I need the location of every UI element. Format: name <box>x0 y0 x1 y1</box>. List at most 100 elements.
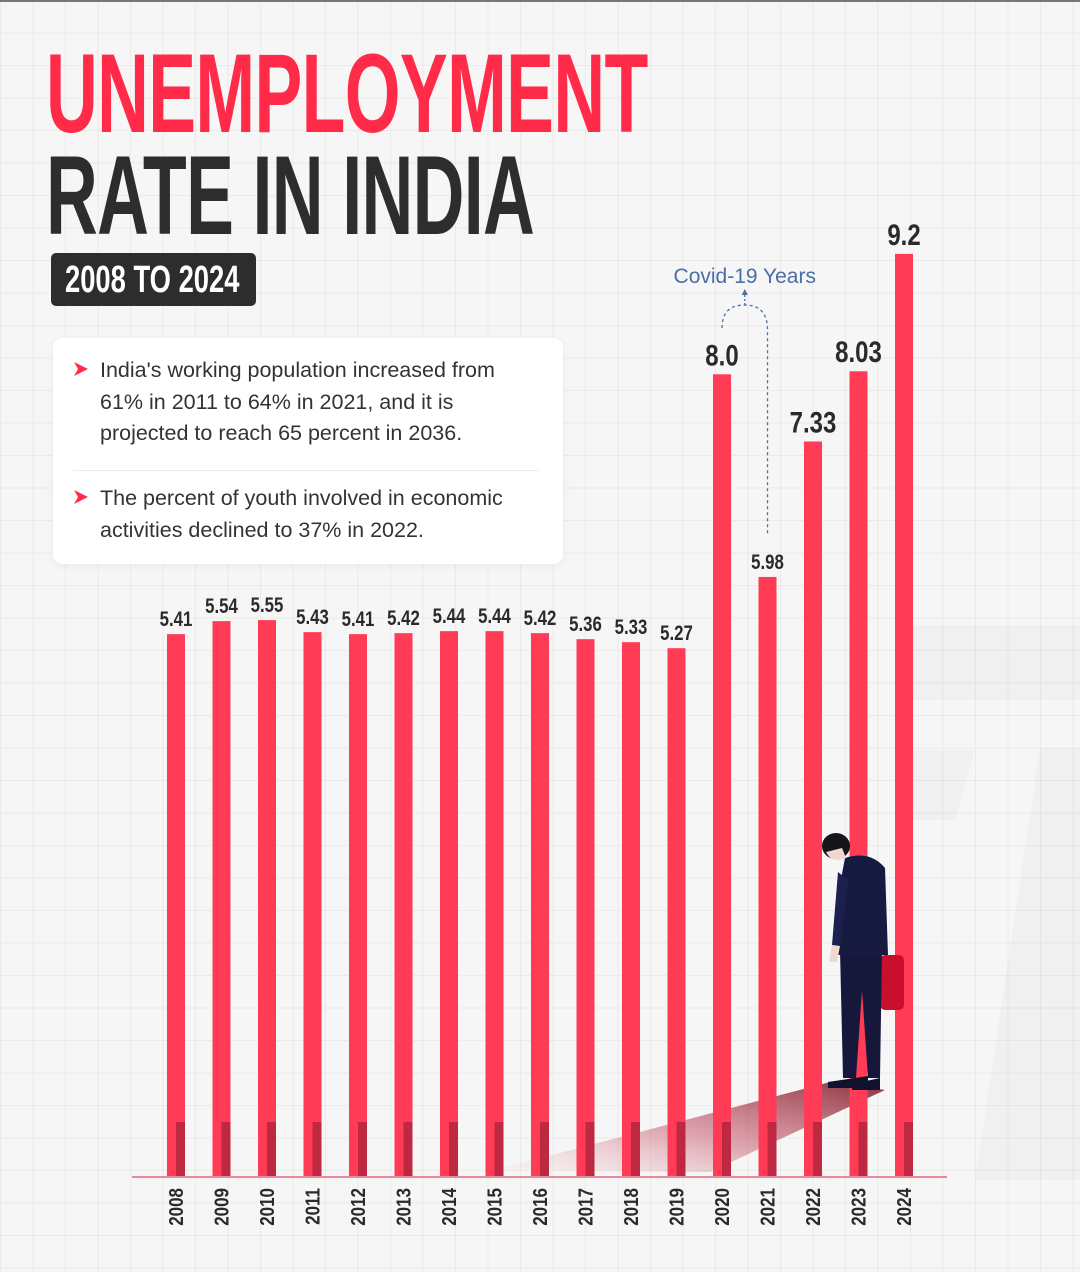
info-card: India's working population increased fro… <box>53 338 563 564</box>
x-tick-label: 2020 <box>711 1188 734 1226</box>
x-tick-label: 2012 <box>347 1188 370 1226</box>
figure-shadow <box>495 1082 885 1172</box>
briefcase-icon <box>880 955 904 1010</box>
bar-shade <box>176 1122 185 1177</box>
title-line-1: UNEMPLOYMENT <box>46 31 648 156</box>
bar-rect <box>258 620 276 1177</box>
bar <box>531 633 549 1177</box>
bar-rect <box>212 621 231 1177</box>
bar-value-label: 5.33 <box>615 617 648 640</box>
bar-shade <box>403 1122 413 1177</box>
bar <box>212 621 231 1177</box>
bar-value-label: 5.36 <box>569 614 602 637</box>
info-text: The percent of youth involved in economi… <box>100 486 503 542</box>
bar-rect <box>576 639 595 1177</box>
x-tick-label: 2011 <box>301 1188 324 1225</box>
sad-businessman-illustration <box>822 833 904 1090</box>
title-line-2: RATE IN INDIA <box>46 133 535 258</box>
x-tick-label: 2009 <box>210 1188 233 1226</box>
bar <box>576 639 595 1177</box>
bar-value-label: 5.41 <box>342 608 375 631</box>
x-tick-label: 2016 <box>529 1188 552 1226</box>
x-tick-label: 2015 <box>483 1188 506 1226</box>
bar-value-label: 9.2 <box>887 217 920 251</box>
bar-value-label: 5.43 <box>296 606 329 629</box>
bar-shade <box>813 1122 822 1177</box>
bar-rect <box>440 631 458 1177</box>
bar <box>622 642 640 1177</box>
bar-value-label: 5.54 <box>205 595 238 618</box>
bar-value-label: 5.44 <box>433 605 466 628</box>
bar-rect <box>303 632 322 1177</box>
bar <box>485 631 504 1177</box>
bar-shade <box>858 1122 868 1177</box>
bar-shade <box>631 1122 640 1177</box>
bar-rect <box>895 253 913 1178</box>
bar <box>758 576 777 1177</box>
bar-value-label: 8.0 <box>705 338 738 372</box>
bar-rect <box>804 441 822 1177</box>
figure-arm <box>832 872 848 946</box>
bar-value-label: 5.42 <box>524 607 557 630</box>
bar-shade <box>540 1122 549 1177</box>
bar <box>303 632 322 1177</box>
bar-rect <box>394 633 413 1177</box>
bar <box>167 634 185 1177</box>
period-label: 2008 TO 2024 <box>65 259 240 301</box>
period-badge: 2008 TO 2024 <box>51 253 256 306</box>
bar-rect <box>167 634 185 1177</box>
x-tick-label: 2010 <box>256 1188 279 1226</box>
bar-shade <box>449 1122 458 1177</box>
chevron-right-icon <box>74 490 88 504</box>
bar-rect <box>622 642 640 1177</box>
info-text: India's working population increased fro… <box>100 358 495 445</box>
x-tick-label: 2013 <box>392 1188 415 1226</box>
arrow-up-icon <box>741 289 748 295</box>
bar <box>667 648 686 1177</box>
bar <box>394 633 413 1177</box>
x-tick-label: 2023 <box>847 1188 870 1226</box>
bar-shade <box>267 1122 276 1177</box>
x-tick-label: 2017 <box>574 1188 597 1226</box>
bar-rect <box>667 648 686 1177</box>
x-tick-label: 2019 <box>665 1188 688 1226</box>
info-item: The percent of youth involved in economi… <box>73 483 543 546</box>
x-tick-label: 2008 <box>165 1188 188 1226</box>
top-border <box>0 0 1080 2</box>
bar-shade <box>904 1122 913 1177</box>
bar-value-label: 5.55 <box>251 594 284 617</box>
bar-value-label: 5.98 <box>751 551 784 574</box>
figure-legs <box>840 950 882 1078</box>
bar-value-label: 5.41 <box>160 608 193 631</box>
bar <box>349 634 367 1177</box>
bar-rect <box>758 576 777 1177</box>
bar-shade <box>676 1122 686 1177</box>
bar <box>258 620 276 1177</box>
x-tick-label: 2018 <box>620 1188 643 1226</box>
bar-shade <box>358 1122 367 1177</box>
bar <box>713 374 731 1177</box>
x-tick-label: 2022 <box>802 1188 825 1226</box>
bar-rect <box>713 374 731 1177</box>
info-item: India's working population increased fro… <box>73 355 543 450</box>
bar <box>895 253 913 1178</box>
x-tick-label: 2021 <box>756 1188 779 1226</box>
bar-shade <box>767 1122 777 1177</box>
info-divider <box>73 470 538 471</box>
bar-value-label: 5.44 <box>478 605 511 628</box>
bar-shade <box>585 1122 595 1177</box>
bar-shade <box>722 1122 731 1177</box>
bar <box>804 441 822 1177</box>
figure-torso <box>836 855 888 955</box>
bar-shade <box>494 1122 504 1177</box>
covid-annotation-label: Covid-19 Years <box>674 265 816 288</box>
bar-shade <box>221 1122 231 1177</box>
bar <box>440 631 458 1177</box>
bar-shade <box>312 1122 322 1177</box>
bar-value-label: 8.03 <box>835 335 882 369</box>
chevron-right-icon <box>74 362 88 376</box>
x-tick-label: 2024 <box>893 1187 916 1225</box>
x-tick-label: 2014 <box>438 1187 461 1225</box>
bar-rect <box>349 634 367 1177</box>
